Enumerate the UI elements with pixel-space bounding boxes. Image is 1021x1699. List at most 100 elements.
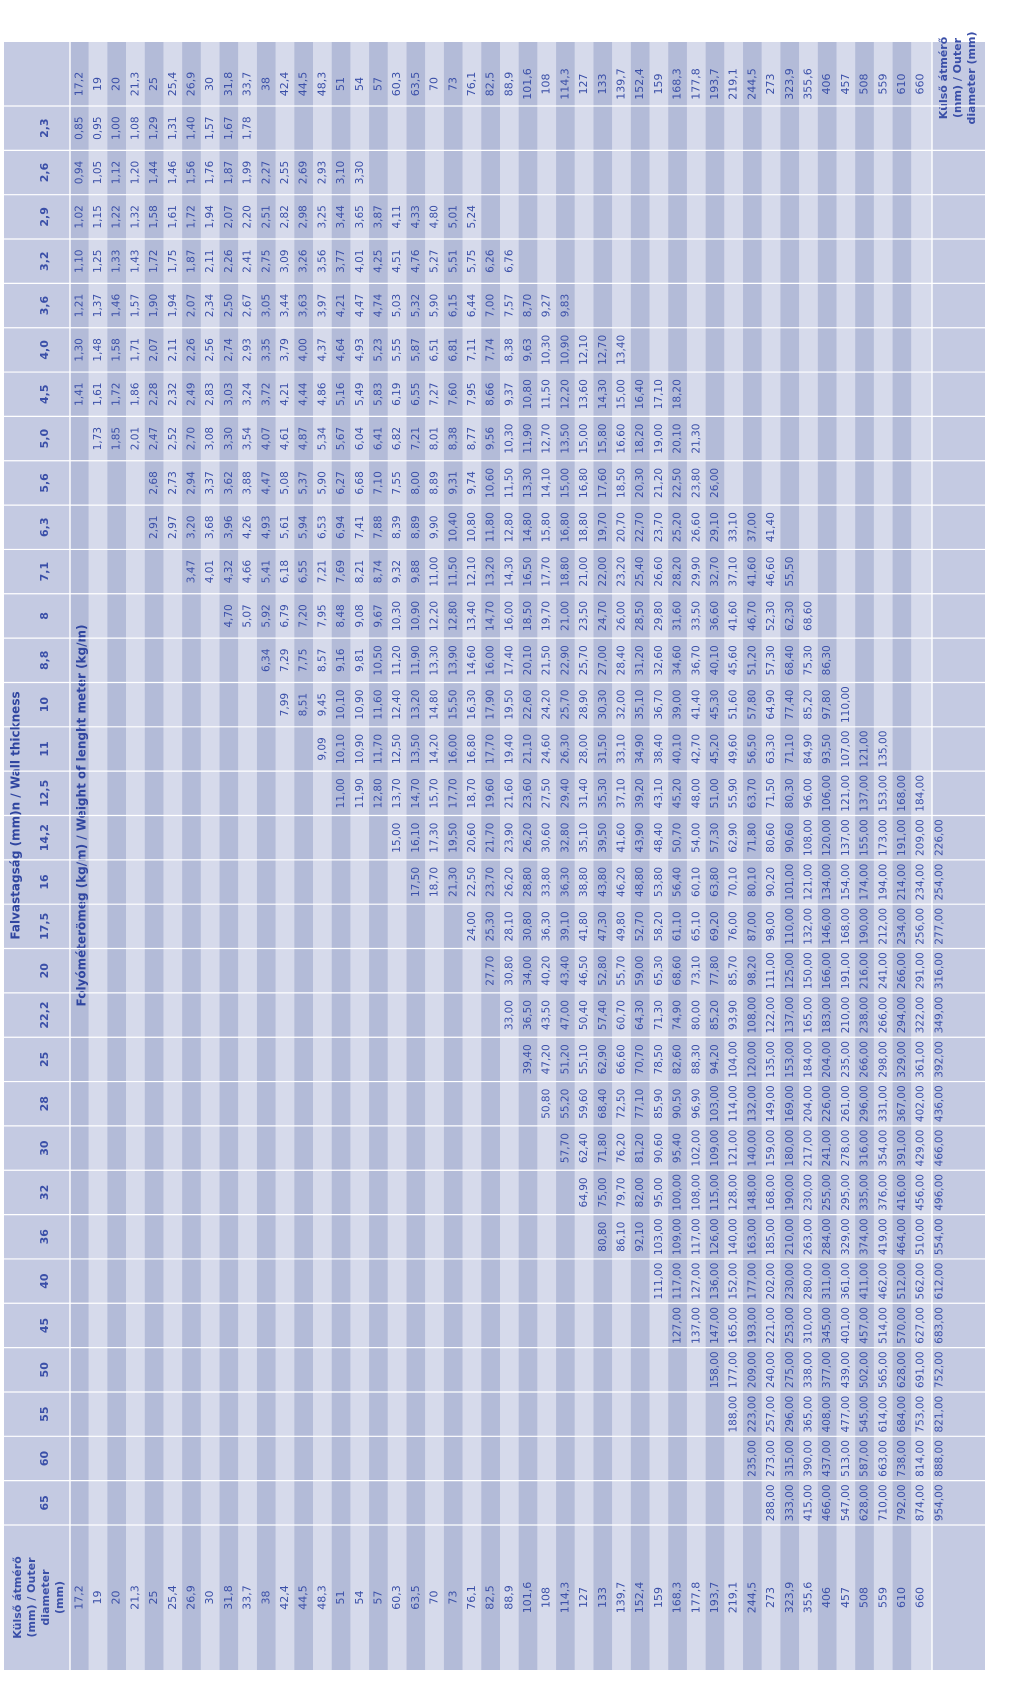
table-cell: 70,10 (728, 867, 740, 897)
table-cell: 1,00 (111, 116, 123, 139)
table-cell: 429,00 (915, 1130, 927, 1167)
table-cell: 6,27 (335, 471, 347, 494)
diameter-label: 21,3 (128, 1585, 141, 1610)
table-cell: 49,60 (728, 734, 740, 764)
table-cell: 48,00 (690, 778, 702, 808)
table-cell: 15,80 (597, 424, 609, 454)
table-cell: 12,80 (372, 778, 384, 808)
table-cell: 28,40 (616, 645, 628, 675)
table-cell: 80,80 (597, 1222, 609, 1252)
table-cell: 5,41 (260, 560, 272, 583)
table-cell: 253,00 (784, 1307, 796, 1344)
table-cell: 73,10 (690, 956, 702, 986)
diameter-label-top: 21,3 (128, 72, 141, 97)
wall-thickness-label: 45 (38, 1318, 51, 1333)
diameter-label: 82,5 (484, 1585, 497, 1610)
table-cell: 11,70 (372, 734, 384, 764)
table-cell: 86,30 (821, 645, 833, 675)
table-cell: 122,00 (765, 997, 777, 1034)
table-cell: 153,00 (877, 775, 889, 812)
table-cell: 753,00 (915, 1396, 927, 1433)
table-cell: 25,40 (634, 557, 646, 587)
table-cell: 20,10 (672, 424, 684, 454)
table-cell: 30,80 (522, 911, 534, 941)
table-cell: 16,00 (503, 601, 515, 631)
table-cell: 88,30 (690, 1044, 702, 1074)
diameter-label: 152,4 (633, 1582, 646, 1614)
table-cell: 111,00 (765, 952, 777, 989)
table-cell: 3,30 (223, 427, 235, 450)
table-cell: 18,20 (672, 379, 684, 409)
diameter-label: 244,5 (745, 1582, 758, 1614)
table-cell: 13,40 (616, 335, 628, 365)
table-cell: 39,20 (634, 778, 646, 808)
table-cell: 10,10 (335, 690, 347, 720)
table-cell: 50,40 (578, 1000, 590, 1030)
wall-thickness-label: 30 (38, 1140, 51, 1156)
table-cell: 11,90 (354, 778, 366, 808)
table-cell: 51,20 (746, 645, 758, 675)
table-cell: 10,10 (335, 734, 347, 764)
table-cell: 14,30 (597, 379, 609, 409)
table-cell: 43,80 (597, 867, 609, 897)
table-cell: 8,66 (485, 382, 497, 406)
table-cell: 75,30 (802, 645, 814, 675)
table-cell: 21,00 (578, 557, 590, 587)
table-cell: 6,04 (354, 427, 366, 451)
table-cell: 316,00 (859, 1130, 871, 1167)
table-cell: 40,20 (541, 956, 553, 986)
table-cell: 16,00 (447, 734, 459, 764)
table-cell: 3,26 (298, 249, 310, 273)
table-cell: 3,79 (279, 338, 291, 361)
table-cell: 14,80 (429, 690, 441, 720)
table-cell: 10,90 (410, 601, 422, 631)
table-cell: 4,80 (429, 205, 441, 228)
table-cell: 12,80 (447, 601, 459, 631)
table-cell: 165,00 (802, 997, 814, 1034)
wall-thickness-label: 22,2 (38, 1001, 51, 1028)
table-cell: 11,50 (503, 468, 515, 498)
table-cell: 94,20 (709, 1044, 721, 1074)
table-cell: 4,32 (223, 560, 235, 583)
table-cell: 466,00 (933, 1130, 945, 1167)
diameter-label: 38 (259, 1591, 272, 1605)
table-cell: 1,05 (92, 161, 104, 184)
table-cell: 23,70 (485, 867, 497, 897)
wall-thickness-label: 12,5 (38, 780, 51, 807)
table-cell: 15,00 (616, 379, 628, 409)
table-cell: 46,20 (616, 867, 628, 897)
table-cell: 51,20 (559, 1044, 571, 1074)
table-cell: 2,56 (204, 338, 216, 362)
table-cell: 322,00 (915, 997, 927, 1034)
table-cell: 2,67 (242, 294, 254, 317)
table-cell: 7,21 (410, 427, 422, 450)
table-cell: 185,00 (765, 1218, 777, 1255)
table-cell: 11,50 (447, 557, 459, 587)
table-cell: 16,00 (485, 645, 497, 675)
table-cell: 6,79 (279, 604, 291, 627)
table-cell: 1,58 (148, 205, 160, 228)
table-cell: 26,60 (653, 557, 665, 587)
table-cell: 5,24 (466, 205, 478, 229)
table-cell: 19,40 (503, 734, 515, 764)
table-cell: 221,00 (765, 1307, 777, 1344)
table-cell: 627,00 (915, 1307, 927, 1344)
table-cell: 18,80 (578, 512, 590, 542)
table-cell: 5,83 (372, 383, 384, 406)
table-cell: 52,70 (634, 911, 646, 941)
table-cell: 69,20 (709, 911, 721, 941)
table-cell: 1,58 (111, 338, 123, 361)
table-cell: 4,64 (335, 338, 347, 362)
table-cell: 29,40 (559, 778, 571, 808)
table-cell: 226,00 (821, 1085, 833, 1122)
table-cell: 16,30 (466, 690, 478, 720)
table-cell: 28,00 (578, 734, 590, 764)
table-cell: 165,00 (728, 1307, 740, 1344)
table-cell: 38,80 (578, 867, 590, 897)
diameter-label: 54 (353, 1591, 366, 1605)
table-cell: 10,30 (503, 424, 515, 454)
table-cell: 55,90 (728, 778, 740, 808)
table-cell: 4,51 (391, 250, 403, 273)
table-cell: 2,91 (148, 516, 160, 539)
table-cell: 126,00 (709, 1218, 721, 1255)
